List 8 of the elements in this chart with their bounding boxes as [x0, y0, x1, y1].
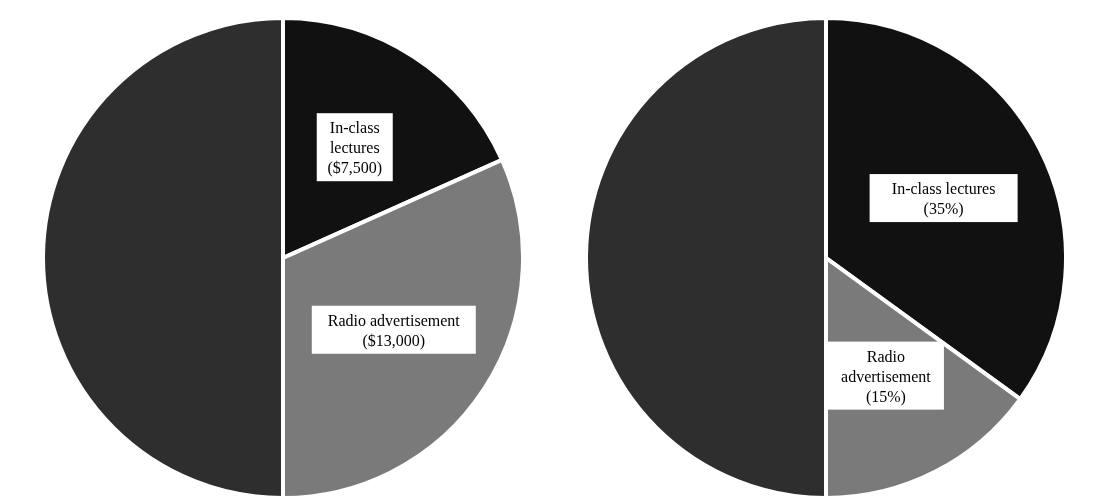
data-label: (15%): [865, 387, 906, 406]
slice-label: In-class lectures: [891, 180, 996, 198]
slice-label: Radio advertisement: [327, 311, 461, 329]
data-label: ($7,500): [327, 159, 383, 178]
slice-label: In-class lectures: [329, 119, 380, 157]
data-label: ($13,000): [362, 331, 426, 350]
data-label: (35%): [923, 200, 964, 219]
slice-label: Radio advertisement: [841, 347, 932, 385]
